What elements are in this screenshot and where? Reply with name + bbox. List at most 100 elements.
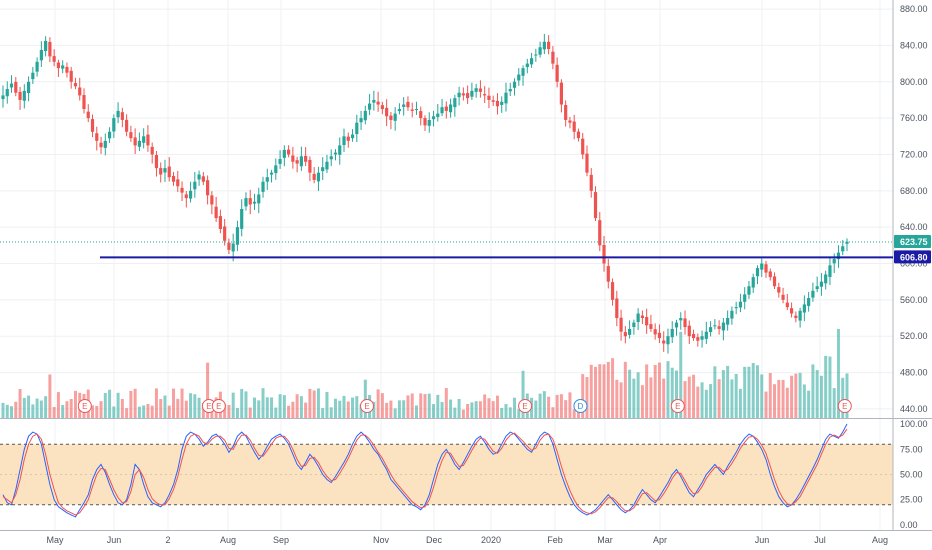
volume-bar [363,379,367,418]
candle-body [1,95,5,100]
volume-bar [299,396,303,418]
candle-body [645,317,649,326]
volume-bar [265,397,269,418]
candle-body [444,106,448,111]
volume-bar [755,365,759,418]
candle-body [231,243,235,252]
candle-body [406,101,410,108]
candle-body [329,156,333,160]
candle-body [529,58,534,65]
candle-body [538,47,542,55]
candle-body [171,175,176,182]
candle-body [180,187,184,193]
candle-body [691,334,696,339]
volume-bar [184,400,188,418]
candle-body [410,109,414,111]
candle-body [419,111,423,119]
candle-body [393,113,397,121]
candle-body [22,90,26,101]
candle-body [248,198,252,205]
candle-body [163,168,167,173]
volume-bar [172,388,176,418]
candle-body [82,95,86,110]
event-marker-circle[interactable] [573,399,588,413]
event-marker-label: E [206,402,211,411]
volume-bar [252,397,256,418]
price-tick-label: 680.00 [900,186,928,196]
volume-bar [385,402,389,418]
volume-bar [555,394,559,418]
event-marker-circle[interactable] [360,399,375,413]
volume-bar [231,392,235,418]
candle-body [772,276,777,287]
volume-bar [316,388,320,418]
volume-bar [210,409,214,418]
candle-body [785,302,789,308]
volume-bar [342,395,346,418]
stochastic-series-line [2,423,848,518]
volume-bar [402,400,406,418]
volume-bar [44,396,48,418]
event-marker-circle[interactable] [77,399,92,413]
candle-body [521,68,525,76]
candle-body [257,194,261,204]
volume-bar [790,375,794,418]
candle-body [35,61,39,72]
candle-body [227,242,231,250]
volume-bar [572,409,576,418]
volume-bar [116,392,120,418]
current-price-tag: 623.75 [894,234,931,248]
volume-bar [679,331,683,418]
volume-bar [615,379,619,418]
volume-bar [474,401,478,418]
volume-bar [10,406,14,418]
volume-bar [376,389,380,418]
event-marker-circle[interactable] [211,399,226,413]
time-tick-label: May [46,535,64,545]
candle-body [14,81,18,93]
event-marker-label: E [216,402,221,411]
volume-bar [674,370,678,418]
candle-body [210,195,214,205]
candle-body [585,153,589,173]
volume-bar [359,404,363,418]
candle-body [764,264,768,273]
volume-bar [768,372,772,418]
candle-body [500,101,504,105]
candle-body [508,89,512,92]
volume-bar [534,400,538,418]
volume-bar [133,388,137,418]
candle-body [512,81,517,88]
stochastic-lines [0,423,893,518]
candle-body [636,313,640,323]
event-marker-circle[interactable] [518,399,533,413]
volume-bar [828,356,832,418]
volume-bar [189,393,193,418]
candle-body [116,110,120,118]
price-tick-label: 800.00 [900,77,928,87]
volume-bar [491,401,495,418]
candle-body [9,83,14,88]
volume-bar [773,384,777,418]
volume-bar [73,390,77,418]
volume-bar [120,398,124,418]
volume-bar [410,393,414,418]
stochastic-tick-label: 25.00 [900,495,923,505]
volume-bar [287,405,291,418]
candle-body [751,277,755,288]
volume-bar [657,362,661,418]
volume-bar [461,409,465,418]
candle-body [815,286,819,290]
candle-body [466,93,470,99]
candle-body [252,201,257,204]
candle-body [214,206,218,219]
event-marker-circle[interactable] [837,399,852,413]
event-marker-circle[interactable] [670,399,685,413]
candle-body [291,155,295,162]
volume-bar [478,401,482,418]
volume-bar [738,388,742,418]
candle-body [474,88,478,92]
volume-bar [466,403,470,418]
candle-body [841,246,845,252]
candle-body [90,119,95,132]
